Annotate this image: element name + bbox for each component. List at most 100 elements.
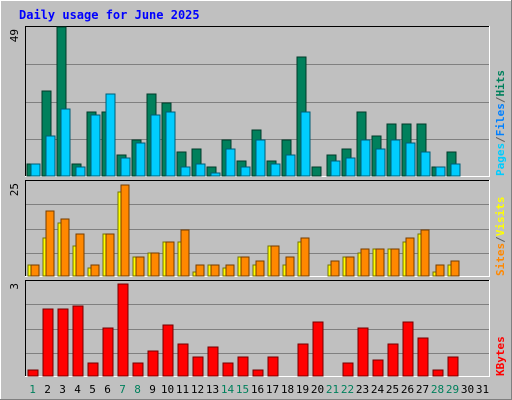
bar-sites-day-9 (150, 252, 160, 277)
bar-files-day-27 (420, 151, 431, 177)
bar-kbytes-day-14 (222, 362, 234, 377)
bar-kbytes-day-15 (237, 356, 249, 377)
bar-files-day-18 (285, 154, 296, 177)
bar-kbytes-day-13 (207, 346, 219, 377)
x-tick-label-31: 31 (476, 383, 489, 396)
bar-files-day-15 (240, 166, 251, 177)
bar-sites-day-18 (285, 256, 295, 277)
bar-files-day-2 (45, 135, 56, 177)
bar-files-day-19 (300, 111, 311, 177)
bar-kbytes-day-12 (192, 356, 204, 377)
bar-sites-day-22 (345, 256, 355, 277)
bar-sites-day-24 (375, 248, 385, 277)
bar-sites-day-21 (330, 260, 340, 277)
bar-kbytes-day-29 (447, 356, 459, 377)
bar-kbytes-day-8 (132, 362, 144, 377)
x-tick-label-27: 27 (416, 383, 429, 396)
bar-files-day-25 (390, 139, 401, 177)
x-tick-label-15: 15 (236, 383, 249, 396)
y-legend: KBytes (494, 336, 507, 376)
x-tick-label-2: 2 (44, 383, 51, 396)
x-tick-label-10: 10 (161, 383, 174, 396)
bar-sites-day-29 (450, 260, 460, 277)
bar-sites-day-11 (180, 229, 190, 277)
bar-kbytes-day-5 (87, 362, 99, 377)
x-tick-label-26: 26 (401, 383, 414, 396)
bar-kbytes-day-2 (42, 308, 54, 377)
chart-title: Daily usage for June 2025 (19, 8, 200, 22)
y-max-label: 3 (8, 283, 21, 290)
x-tick-label-6: 6 (104, 383, 111, 396)
bar-sites-day-7 (120, 184, 130, 277)
x-tick-label-9: 9 (149, 383, 156, 396)
x-axis-labels: 1 2 3 4 5 6 7 8 9 10 11 12 13 14 15 16 17 18 19 20 21 22 23 24 2… (29, 383, 489, 396)
legend-item: / (494, 96, 507, 103)
bar-sites-day-8 (135, 256, 145, 277)
bar-kbytes-day-6 (102, 327, 114, 377)
bar-files-day-5 (90, 114, 101, 177)
bar-sites-day-5 (90, 264, 100, 277)
bar-sites-day-14 (225, 264, 235, 277)
bar-sites-day-2 (45, 210, 55, 277)
bar-kbytes-day-22 (342, 362, 354, 377)
x-tick-label-22: 22 (341, 383, 354, 396)
bar-files-day-6 (105, 93, 116, 177)
legend-item: KBytes (494, 336, 507, 376)
panel-2: 25 Sites/Visits (8, 180, 507, 277)
x-tick-label-5: 5 (89, 383, 96, 396)
legend-item: Hits (494, 70, 507, 97)
bar-sites-day-13 (210, 264, 220, 277)
x-tick-label-29: 29 (446, 383, 459, 396)
y-max-label: 25 (8, 183, 21, 196)
x-tick-label-4: 4 (74, 383, 81, 396)
bar-files-day-22 (345, 157, 356, 177)
bar-kbytes-day-1 (27, 369, 39, 377)
x-tick-label-8: 8 (134, 383, 141, 396)
bar-kbytes-day-19 (297, 343, 309, 377)
bar-kbytes-day-11 (177, 343, 189, 377)
bar-files-day-21 (330, 160, 341, 177)
x-tick-label-24: 24 (371, 383, 385, 396)
y-legend: Pages/Files/Hits (494, 70, 507, 176)
bar-files-day-23 (360, 139, 371, 177)
x-tick-label-16: 16 (251, 383, 264, 396)
bar-hits-day-20 (311, 166, 322, 177)
bar-kbytes-day-7 (117, 283, 129, 377)
bar-kbytes-day-25 (387, 343, 399, 377)
x-tick-label-14: 14 (221, 383, 235, 396)
y-max-label: 49 (8, 29, 21, 42)
bar-kbytes-day-9 (147, 350, 159, 377)
bar-kbytes-day-23 (357, 327, 369, 377)
x-tick-label-23: 23 (356, 383, 369, 396)
x-tick-label-28: 28 (431, 383, 444, 396)
bar-sites-day-12 (195, 264, 205, 277)
legend-item: / (494, 136, 507, 143)
x-tick-label-1: 1 (29, 383, 36, 396)
bar-kbytes-day-24 (372, 359, 384, 377)
x-tick-label-25: 25 (386, 383, 399, 396)
bar-sites-day-3 (60, 218, 70, 277)
x-tick-label-11: 11 (176, 383, 189, 396)
bar-kbytes-day-3 (57, 308, 69, 377)
bar-files-day-14 (225, 148, 236, 177)
bar-sites-day-28 (435, 264, 445, 277)
bar-sites-day-15 (240, 256, 250, 277)
bar-files-day-17 (270, 163, 281, 177)
bar-kbytes-day-4 (72, 305, 84, 377)
x-tick-label-13: 13 (206, 383, 219, 396)
bar-files-day-29 (450, 163, 461, 177)
legend-item: Visits (494, 197, 507, 237)
bar-sites-day-19 (300, 237, 310, 277)
bar-files-day-13 (210, 172, 221, 177)
bar-files-day-12 (195, 163, 206, 177)
panel-3: 3 KBytes (8, 280, 507, 377)
bar-sites-day-25 (390, 248, 400, 277)
bar-sites-day-23 (360, 248, 370, 277)
bar-files-day-10 (165, 111, 176, 177)
x-tick-label-12: 12 (191, 383, 204, 396)
bar-files-day-24 (375, 148, 386, 177)
bar-kbytes-day-27 (417, 337, 429, 377)
bar-files-day-28 (435, 166, 446, 177)
x-tick-label-30: 30 (461, 383, 474, 396)
